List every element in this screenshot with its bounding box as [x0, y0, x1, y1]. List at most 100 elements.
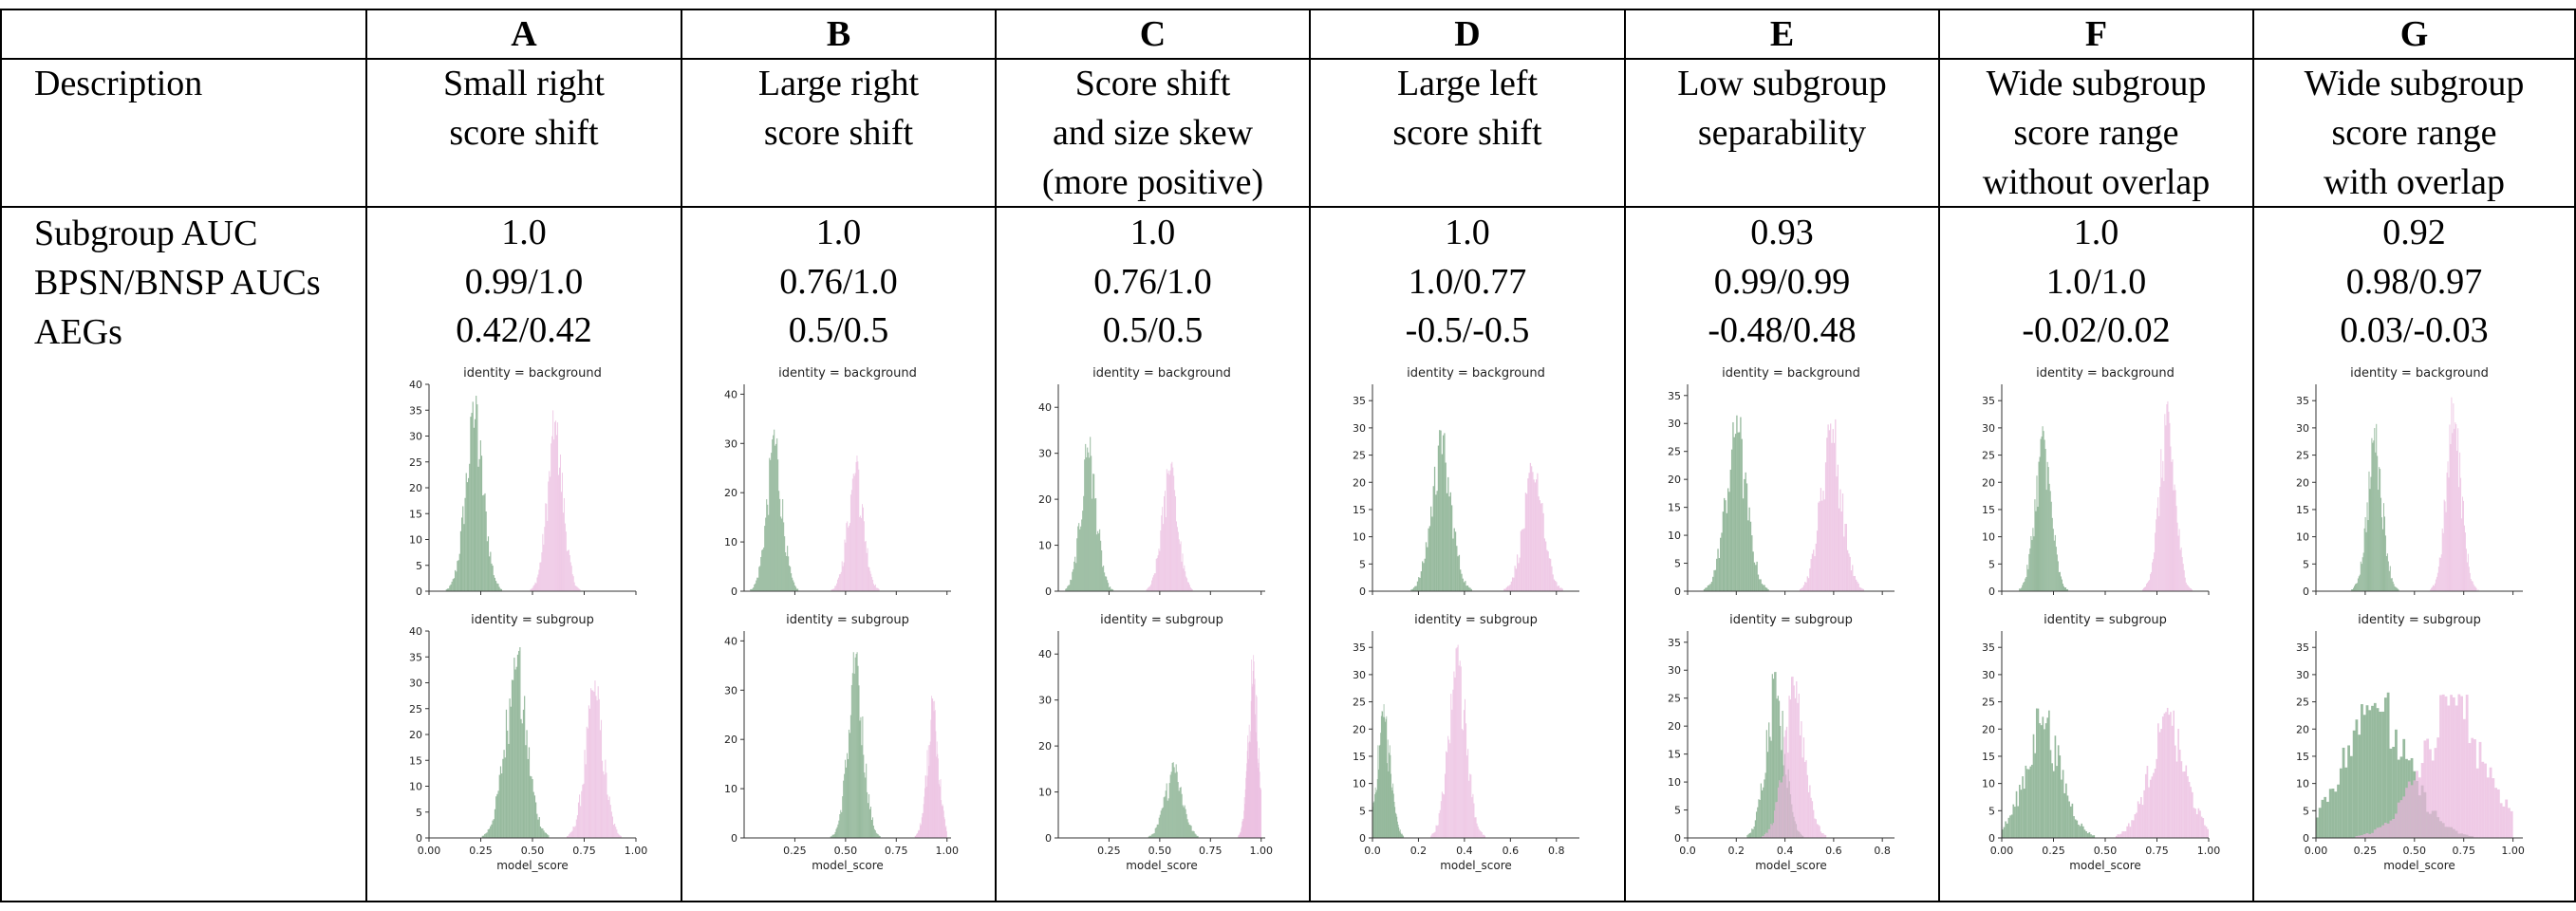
histogram-bar [1387, 763, 1388, 838]
subgroup-auc-value: 1.0 [1129, 213, 1176, 252]
histogram-bar [547, 520, 549, 591]
histogram-bar [1169, 470, 1171, 591]
histogram-bar [2142, 587, 2144, 591]
histogram-bar [2392, 746, 2396, 838]
histogram-bar [1845, 524, 1847, 591]
histogram-bar [1714, 569, 1717, 591]
histogram-bar [2050, 501, 2052, 591]
histogram-bar [766, 499, 768, 591]
histogram-bar [2460, 696, 2464, 838]
histogram-bar [1157, 824, 1159, 838]
histogram-bar [2148, 581, 2150, 591]
histogram-bar [1069, 585, 1071, 591]
histogram-bar [928, 766, 930, 838]
histogram-bar [526, 730, 528, 838]
histogram-bar [2091, 835, 2094, 838]
histogram-bar [1257, 741, 1259, 838]
histogram-bar [1181, 793, 1183, 838]
histogram-bar [1510, 581, 1512, 591]
histogram-bar [836, 583, 838, 591]
histogram-bar [851, 478, 853, 591]
histogram-bar [752, 588, 754, 591]
description-line: Large right [757, 64, 920, 103]
histogram-bar [860, 716, 862, 838]
histogram-bar [2166, 403, 2168, 591]
histogram-bar [485, 511, 487, 591]
histogram-bar [1814, 818, 1816, 838]
histogram-bar [937, 753, 939, 838]
histogram-bar [509, 698, 511, 838]
histogram-bar [2067, 588, 2069, 591]
histogram-bar [866, 552, 868, 591]
histogram-bar [1105, 576, 1107, 591]
histogram-bar [853, 475, 855, 591]
histogram-bar [2475, 587, 2477, 591]
histogram-bar [1730, 449, 1733, 591]
histogram-bar [570, 831, 572, 838]
x-tick-label: 0.00 [2305, 845, 2328, 857]
histogram-bar [510, 706, 512, 838]
histogram-bar [864, 772, 866, 838]
histogram-bar [1824, 462, 1827, 591]
histogram-bar [872, 826, 874, 838]
histogram-bar [553, 439, 555, 591]
subgroup-auc-value: 1.0 [815, 213, 862, 252]
histogram-bar [2158, 732, 2161, 838]
histogram-bar [1756, 561, 1758, 591]
histogram-bar [578, 588, 580, 591]
histogram-bar [779, 498, 781, 591]
histogram-bar [1256, 697, 1258, 838]
histogram-bar [1107, 580, 1109, 591]
histogram-bar [2460, 477, 2462, 591]
histogram-bar [1461, 729, 1463, 838]
histogram-bar [1459, 660, 1461, 838]
histogram-bar [2392, 819, 2396, 838]
histogram-bar [2362, 715, 2366, 838]
subplot-title: identity = subgroup [786, 613, 909, 627]
histogram-bar [1827, 424, 1829, 591]
histogram-bar [548, 481, 550, 591]
x-tick-label: 0.50 [1148, 845, 1172, 857]
histogram-bar [2187, 586, 2189, 591]
histogram-bar [2376, 708, 2380, 838]
histogram-bar [1431, 516, 1433, 591]
histogram-bar [616, 829, 618, 838]
description-line: without overlap [1982, 162, 2211, 202]
histogram-panel-d: identity = background05101520253035ident… [1353, 366, 1579, 872]
histogram-bar [2436, 737, 2440, 838]
histogram-bar [1066, 587, 1068, 591]
histogram-bar [1772, 823, 1775, 838]
histogram-bar [588, 708, 591, 838]
histogram-bar [849, 523, 850, 591]
x-axis-label: model_score [1126, 859, 1198, 872]
histogram-bar [2454, 428, 2455, 591]
histogram-bar [1374, 787, 1376, 838]
histogram-bar [2384, 535, 2386, 591]
histogram-bar [1772, 679, 1775, 838]
histogram-bar [2468, 567, 2470, 591]
histogram-bar [507, 730, 509, 838]
histogram-bar [1796, 680, 1798, 838]
histogram-bar [1469, 773, 1471, 838]
histogram-bar [2035, 708, 2038, 838]
histogram-bar [850, 490, 852, 591]
histogram-bar [835, 586, 837, 591]
histogram-bar [927, 775, 929, 838]
histogram-bar [2361, 835, 2363, 838]
histogram-bar [2032, 528, 2034, 591]
histogram-bar [1506, 586, 1509, 591]
histogram-bar [2395, 586, 2397, 591]
histogram-bar [574, 826, 576, 838]
histogram-bar [515, 666, 517, 838]
histogram-bar [2331, 789, 2335, 838]
histogram-bar [1388, 771, 1390, 838]
histogram-bar [1252, 670, 1254, 838]
histogram-bar [2076, 820, 2079, 838]
histogram-bar [2003, 827, 2006, 838]
histogram-bar [1184, 565, 1185, 591]
histogram-bar [541, 827, 543, 838]
bpsn-bnsp-value: 1.0/1.0 [2045, 262, 2147, 302]
histogram-bar [1806, 774, 1808, 838]
y-tick-label: 5 [1674, 805, 1681, 817]
